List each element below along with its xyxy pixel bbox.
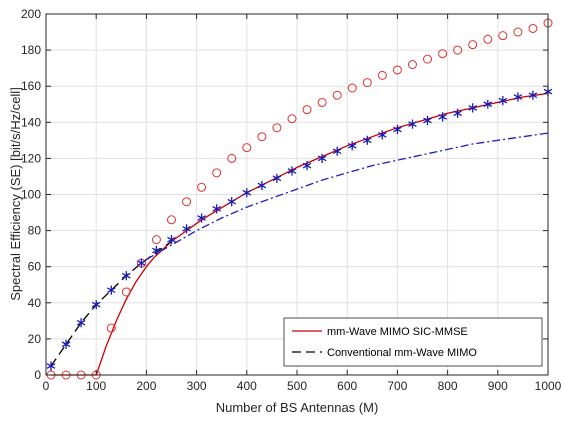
x-tick-label: 700 [387, 379, 407, 393]
x-tick-label: 800 [438, 379, 458, 393]
y-tick-label: 20 [28, 332, 42, 346]
y-tick-label: 200 [21, 7, 41, 21]
x-tick-label: 0 [43, 379, 50, 393]
y-tick-label: 40 [28, 296, 42, 310]
x-axis-title: Number of BS Antennas (M) [216, 400, 379, 415]
y-tick-label: 140 [21, 115, 41, 129]
x-tick-label: 1000 [535, 379, 562, 393]
y-tick-label: 60 [28, 260, 42, 274]
legend: mm-Wave MIMO SIC-MMSE Conventional mm-Wa… [284, 318, 542, 366]
legend-label-sic-mmse: mm-Wave MIMO SIC-MMSE [327, 326, 468, 338]
legend-label-conventional: Conventional mm-Wave MIMO [327, 347, 477, 359]
y-axis-title: Spectral Efficiency (SE) [bit/s/Hz/cell] [8, 87, 23, 301]
x-tick-label: 200 [136, 379, 156, 393]
x-tick-label: 900 [488, 379, 508, 393]
x-tick-label: 600 [337, 379, 357, 393]
y-tick-label: 0 [34, 368, 41, 382]
y-tick-label: 100 [21, 188, 41, 202]
y-tick-label: 80 [28, 224, 42, 238]
y-tick-label: 160 [21, 79, 41, 93]
x-tick-label: 400 [237, 379, 257, 393]
y-tick-label: 180 [21, 43, 41, 57]
y-tick-label: 120 [21, 151, 41, 165]
x-tick-label: 500 [287, 379, 307, 393]
x-tick-label: 300 [187, 379, 207, 393]
x-tick-label: 100 [86, 379, 106, 393]
